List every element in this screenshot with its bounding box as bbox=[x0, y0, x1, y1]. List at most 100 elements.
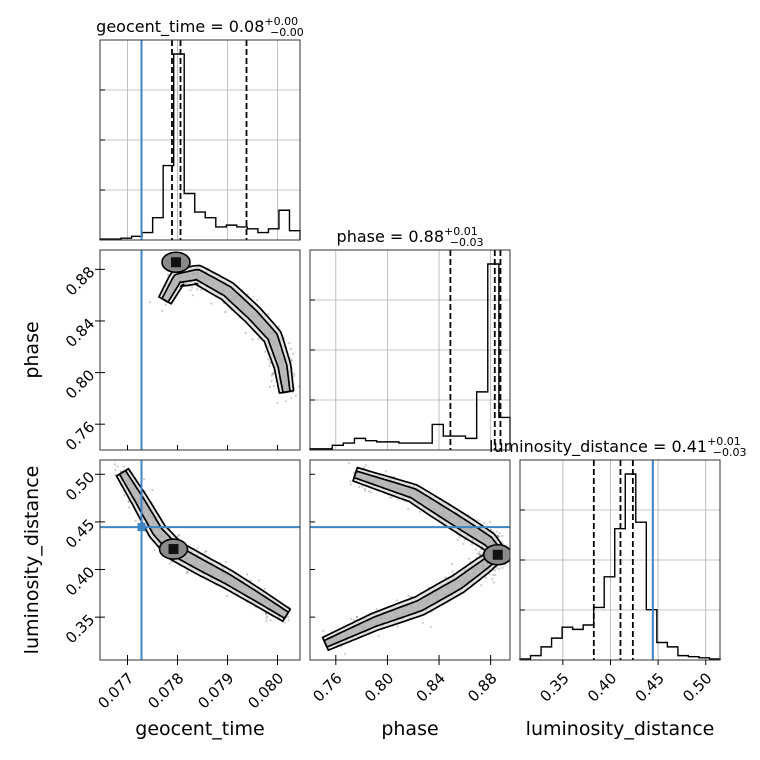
frame-luminosity_distance bbox=[519, 459, 721, 661]
ylabel-phase: phase bbox=[21, 321, 43, 378]
contour-inner-fill-luminosity_distance_vs_phase-0 bbox=[324, 552, 500, 647]
sample-point-luminosity_distance_vs_geocent_time-0-294 bbox=[186, 570, 189, 573]
sample-point-luminosity_distance_vs_geocent_time-0-242 bbox=[257, 579, 260, 582]
sample-point-luminosity_distance_vs_phase-1-308 bbox=[348, 462, 351, 465]
sample-point-phase_vs_geocent_time-0-110 bbox=[293, 374, 296, 377]
sample-point-phase_vs_geocent_time-0-170 bbox=[244, 332, 247, 335]
sample-point-luminosity_distance_vs_phase-1-259 bbox=[476, 552, 479, 555]
sample-point-luminosity_distance_vs_phase-1-183 bbox=[483, 521, 486, 525]
sample-point-phase_vs_geocent_time-0-182 bbox=[210, 302, 213, 305]
xtick-label-phase-1: 0.80 bbox=[361, 669, 397, 705]
sample-point-luminosity_distance_vs_phase-1-327 bbox=[389, 496, 392, 499]
sample-point-luminosity_distance_vs_phase-0-253 bbox=[356, 616, 359, 619]
title-sub-luminosity_distance: −0.03 bbox=[713, 446, 747, 459]
sample-point-luminosity_distance_vs_phase-0-274 bbox=[450, 562, 453, 566]
contour-inner-phase_vs_geocent_time-0 bbox=[161, 268, 291, 394]
sample-point-luminosity_distance_vs_geocent_time-0-79 bbox=[119, 470, 122, 473]
sample-point-luminosity_distance_vs_phase-0-191 bbox=[491, 577, 494, 581]
sample-point-phase_vs_geocent_time-0-96 bbox=[294, 394, 297, 397]
frame-phase bbox=[309, 249, 511, 451]
sample-point-phase_vs_geocent_time-0-0 bbox=[149, 300, 152, 304]
sample-point-luminosity_distance_vs_geocent_time-0-167 bbox=[266, 615, 269, 618]
contour-inner-luminosity_distance_vs_geocent_time-0 bbox=[118, 469, 290, 620]
sample-point-phase_vs_geocent_time-0-271 bbox=[292, 372, 296, 375]
xtick-label-luminosity_distance-1: 0.40 bbox=[584, 669, 620, 705]
sample-point-luminosity_distance_vs_phase-1-372 bbox=[498, 532, 501, 535]
sample-point-phase_vs_geocent_time-0-311 bbox=[278, 325, 281, 328]
hist-panel-geocent_time: geocent_time = 0.08+0.00 −0.00 bbox=[96, 15, 304, 241]
sample-point-phase_vs_geocent_time-0-43 bbox=[273, 384, 276, 387]
title-sub-phase: −0.03 bbox=[450, 236, 484, 249]
sample-point-luminosity_distance_vs_geocent_time-0-117 bbox=[143, 478, 146, 481]
sample-point-luminosity_distance_vs_phase-1-111 bbox=[496, 535, 500, 538]
title-sup-geocent_time: +0.00 bbox=[264, 15, 298, 28]
sample-point-luminosity_distance_vs_phase-1-257 bbox=[458, 536, 461, 539]
sample-point-phase_vs_geocent_time-0-78 bbox=[268, 364, 271, 367]
sample-point-luminosity_distance_vs_phase-1-237 bbox=[349, 483, 353, 486]
sample-point-luminosity_distance_vs_phase-0-221 bbox=[484, 576, 487, 579]
contour-inner-fill-luminosity_distance_vs_geocent_time-0 bbox=[119, 470, 289, 619]
sample-point-phase_vs_geocent_time-0-394 bbox=[251, 338, 254, 341]
peak-core-luminosity_distance_vs_phase bbox=[492, 549, 503, 560]
title-phase: phase = 0.88+0.01 −0.03 bbox=[337, 225, 484, 249]
sample-point-luminosity_distance_vs_phase-0-152 bbox=[349, 617, 352, 621]
sample-point-luminosity_distance_vs_phase-1-307 bbox=[358, 485, 361, 488]
sample-point-luminosity_distance_vs_phase-1-109 bbox=[488, 521, 491, 524]
sample-point-luminosity_distance_vs_geocent_time-0-205 bbox=[151, 488, 154, 491]
sample-point-luminosity_distance_vs_geocent_time-0-109 bbox=[249, 579, 252, 582]
ytick-label-phase-0: 0.76 bbox=[62, 418, 98, 454]
sample-point-luminosity_distance_vs_geocent_time-0-310 bbox=[116, 465, 119, 468]
xtick-label-geocent_time-0: 0.077 bbox=[94, 669, 137, 712]
sample-point-luminosity_distance_vs_geocent_time-0-116 bbox=[114, 469, 117, 472]
sample-point-luminosity_distance_vs_phase-0-335 bbox=[375, 608, 378, 611]
sample-point-luminosity_distance_vs_phase-0-41 bbox=[451, 570, 454, 573]
sample-point-luminosity_distance_vs_phase-1-82 bbox=[501, 534, 504, 537]
sample-point-luminosity_distance_vs_phase-1-191 bbox=[463, 538, 466, 541]
sample-point-luminosity_distance_vs_phase-1-326 bbox=[477, 519, 480, 522]
sample-point-luminosity_distance_vs_geocent_time-0-33 bbox=[168, 562, 171, 565]
sample-point-luminosity_distance_vs_geocent_time-0-101 bbox=[287, 619, 290, 622]
sample-point-phase_vs_geocent_time-0-69 bbox=[255, 299, 259, 302]
sample-point-phase_vs_geocent_time-0-150 bbox=[200, 288, 203, 291]
sample-point-luminosity_distance_vs_phase-1-187 bbox=[362, 466, 365, 469]
sample-point-phase_vs_geocent_time-0-141 bbox=[290, 358, 293, 361]
xlabel-geocent_time: geocent_time bbox=[135, 718, 264, 740]
ytick-label-luminosity_distance-3: 0.50 bbox=[62, 468, 98, 504]
sample-point-phase_vs_geocent_time-0-94 bbox=[284, 400, 288, 403]
sample-point-phase_vs_geocent_time-0-351 bbox=[196, 288, 199, 291]
sample-point-phase_vs_geocent_time-0-392 bbox=[271, 372, 274, 375]
ytick-label-luminosity_distance-0: 0.35 bbox=[62, 611, 98, 647]
sample-point-luminosity_distance_vs_phase-1-118 bbox=[349, 480, 352, 483]
sample-point-phase_vs_geocent_time-0-197 bbox=[267, 358, 270, 361]
sample-point-luminosity_distance_vs_phase-1-216 bbox=[363, 487, 366, 490]
contour-inner-fill-phase_vs_geocent_time-0 bbox=[162, 269, 290, 393]
sample-point-luminosity_distance_vs_geocent_time-0-41 bbox=[122, 465, 125, 468]
sample-point-phase_vs_geocent_time-0-151 bbox=[268, 385, 272, 389]
sample-point-phase_vs_geocent_time-0-377 bbox=[267, 312, 270, 315]
sample-point-luminosity_distance_vs_phase-0-415 bbox=[421, 621, 424, 624]
sample-point-phase_vs_geocent_time-0-309 bbox=[288, 341, 291, 345]
sample-point-luminosity_distance_vs_geocent_time-0-404 bbox=[264, 612, 268, 616]
sample-point-luminosity_distance_vs_phase-1-167 bbox=[390, 496, 393, 499]
sample-point-luminosity_distance_vs_geocent_time-0-98 bbox=[134, 519, 137, 523]
sample-point-phase_vs_geocent_time-0-238 bbox=[189, 289, 192, 292]
peak-core-phase_vs_geocent_time bbox=[171, 257, 181, 268]
sample-point-luminosity_distance_vs_phase-0-344 bbox=[478, 553, 481, 557]
ytick-label-phase-3: 0.88 bbox=[62, 263, 98, 299]
frame-phase_vs_geocent_time bbox=[99, 249, 301, 451]
sample-point-phase_vs_geocent_time-0-248 bbox=[269, 361, 272, 364]
sample-point-luminosity_distance_vs_geocent_time-0-15 bbox=[263, 587, 266, 591]
sample-point-luminosity_distance_vs_phase-0-246 bbox=[478, 552, 481, 555]
peak-core-luminosity_distance_vs_geocent_time bbox=[168, 544, 179, 555]
sample-point-luminosity_distance_vs_phase-1-394 bbox=[418, 510, 421, 513]
joint-panel-luminosity_distance_vs_geocent_time bbox=[99, 459, 301, 661]
sample-point-luminosity_distance_vs_phase-1-362 bbox=[370, 491, 373, 494]
contour-inner-fill-luminosity_distance_vs_phase-1 bbox=[354, 471, 502, 555]
sample-point-luminosity_distance_vs_phase-1-184 bbox=[462, 542, 465, 546]
frame-luminosity_distance_vs_phase bbox=[309, 459, 511, 661]
sample-point-luminosity_distance_vs_phase-0-306 bbox=[493, 581, 496, 584]
ytick-label-luminosity_distance-2: 0.45 bbox=[62, 516, 98, 552]
sample-point-luminosity_distance_vs_phase-1-233 bbox=[361, 485, 364, 488]
sample-point-phase_vs_geocent_time-0-223 bbox=[270, 374, 273, 377]
